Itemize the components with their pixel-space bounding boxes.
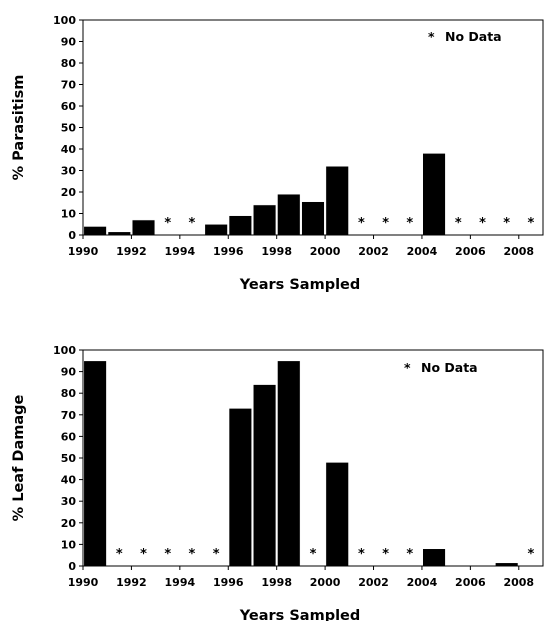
bar-1998 (277, 194, 300, 235)
y-tick-label: 30 (61, 165, 77, 178)
y-tick-label: 80 (61, 57, 77, 70)
y-tick-label: 0 (68, 229, 76, 242)
y-tick-label: 50 (61, 122, 77, 135)
y-tick-label: 90 (61, 36, 77, 49)
y-tick-label: 70 (61, 79, 77, 92)
chart-1: * * * * * * * * * 0 10 20 30 40 50 60 70 80 90 100 1990 1992 1… (11, 14, 543, 293)
bar-2000 (326, 166, 349, 235)
y-axis-title: % Leaf Damage (11, 394, 27, 521)
no-data-marker: * (140, 547, 147, 562)
x-tick-label: 2004 (407, 576, 438, 589)
x-tick-label: 2002 (358, 576, 389, 589)
bar-2004 (423, 153, 446, 235)
legend-symbol: * (428, 29, 435, 44)
y-tick-label: 10 (61, 208, 77, 221)
x-tick-label: 1994 (165, 576, 196, 589)
no-data-marker: * (382, 216, 389, 231)
y-tick-label: 50 (61, 452, 77, 465)
x-tick-label: 2006 (455, 245, 486, 258)
y-axis-title: % Parasitism (11, 75, 27, 181)
y-tick-label: 60 (61, 100, 77, 113)
y-tick-label: 80 (61, 387, 77, 400)
legend: * No Data (404, 360, 478, 375)
no-data-marker: * (455, 216, 462, 231)
no-data-marker: * (189, 216, 196, 231)
no-data-marker: * (310, 547, 317, 562)
no-data-marker: * (116, 547, 123, 562)
x-tick-label: 2002 (358, 245, 389, 258)
no-data-marker: * (213, 547, 220, 562)
no-data-marker: * (358, 216, 365, 231)
y-tick-label: 70 (61, 409, 77, 422)
bar-2004 (423, 549, 446, 566)
y-tick-label: 20 (61, 517, 77, 530)
y-tick-label: 60 (61, 430, 77, 443)
bar-1997 (253, 385, 276, 566)
y-tick-label: 100 (53, 14, 76, 27)
y-tick-label: 40 (61, 474, 77, 487)
no-data-marker: * (527, 216, 534, 231)
bar-1996 (229, 216, 252, 235)
x-tick-label: 1992 (116, 576, 147, 589)
x-tick-label: 1996 (213, 245, 244, 258)
x-axis-title: Years Sampled (239, 277, 361, 293)
y-tick-label: 100 (53, 344, 76, 357)
no-data-marker: * (189, 547, 196, 562)
legend-symbol: * (404, 360, 411, 375)
legend-label: No Data (421, 360, 478, 375)
x-tick-label: 2008 (503, 245, 534, 258)
bar-1999 (302, 202, 325, 235)
x-tick-label: 1998 (261, 245, 292, 258)
bar-2000 (326, 462, 349, 566)
no-data-marker: * (164, 216, 171, 231)
no-data-marker: * (479, 216, 486, 231)
x-tick-label: 2000 (310, 245, 341, 258)
no-data-marker: * (503, 216, 510, 231)
no-data-marker: * (406, 216, 413, 231)
bar-1998 (277, 361, 300, 566)
bar-1995 (205, 224, 228, 235)
y-tick-label: 40 (61, 143, 77, 156)
x-tick-label: 1990 (68, 576, 99, 589)
y-tick-label: 90 (61, 366, 77, 379)
no-data-marker: * (406, 547, 413, 562)
chart-2: * * * * * * * * * * 0 10 20 30 40 50 60 70 80 90 100 1990 1992… (11, 344, 543, 621)
x-tick-label: 2000 (310, 576, 341, 589)
x-tick-label: 1990 (68, 245, 99, 258)
y-tick-label: 10 (61, 538, 77, 551)
bar-1992 (132, 220, 155, 235)
bar-1990 (84, 226, 107, 235)
bar-1997 (253, 205, 276, 235)
x-tick-label: 1996 (213, 576, 244, 589)
no-data-marker: * (382, 547, 389, 562)
x-tick-label: 2008 (503, 576, 534, 589)
y-tick-label: 20 (61, 186, 77, 199)
legend-label: No Data (445, 29, 502, 44)
bar-1990 (84, 361, 107, 566)
no-data-marker: * (164, 547, 171, 562)
no-data-marker: * (358, 547, 365, 562)
x-tick-label: 1994 (165, 245, 196, 258)
x-tick-label: 2004 (407, 245, 438, 258)
bar-1996 (229, 408, 252, 566)
x-tick-label: 1998 (261, 576, 292, 589)
x-tick-label: 1992 (116, 245, 147, 258)
y-tick-label: 0 (68, 560, 76, 573)
x-axis-title: Years Sampled (239, 608, 361, 621)
y-tick-label: 30 (61, 495, 77, 508)
plot-frame (83, 350, 543, 566)
legend: * No Data (428, 29, 502, 44)
no-data-marker: * (527, 547, 534, 562)
x-tick-label: 2006 (455, 576, 486, 589)
